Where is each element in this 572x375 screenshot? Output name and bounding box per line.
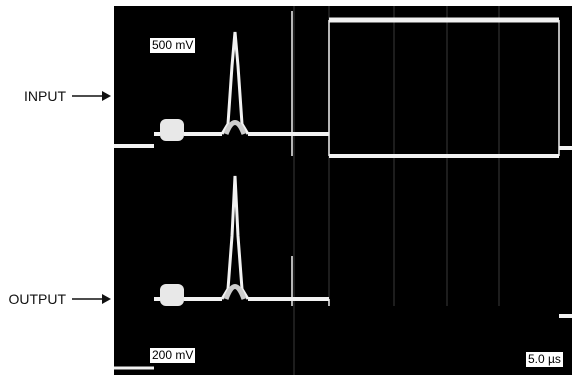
right-arrow-icon	[72, 294, 111, 304]
channel2-scale-readout: 200 mV	[150, 348, 196, 363]
right-arrow-icon	[72, 91, 111, 101]
channel1-scale-readout: 500 mV	[150, 38, 196, 53]
oscilloscope-traces	[114, 6, 572, 375]
oscilloscope-screen: 500 mV 200 mV 5.0 µs	[114, 6, 572, 375]
input-label-text: INPUT	[24, 88, 66, 104]
timebase-readout: 5.0 µs	[526, 352, 563, 367]
output-trace	[114, 175, 572, 370]
input-trace	[114, 11, 572, 158]
input-label: INPUT	[0, 86, 112, 106]
output-label: OUTPUT	[0, 289, 112, 309]
output-label-text: OUTPUT	[8, 291, 66, 307]
